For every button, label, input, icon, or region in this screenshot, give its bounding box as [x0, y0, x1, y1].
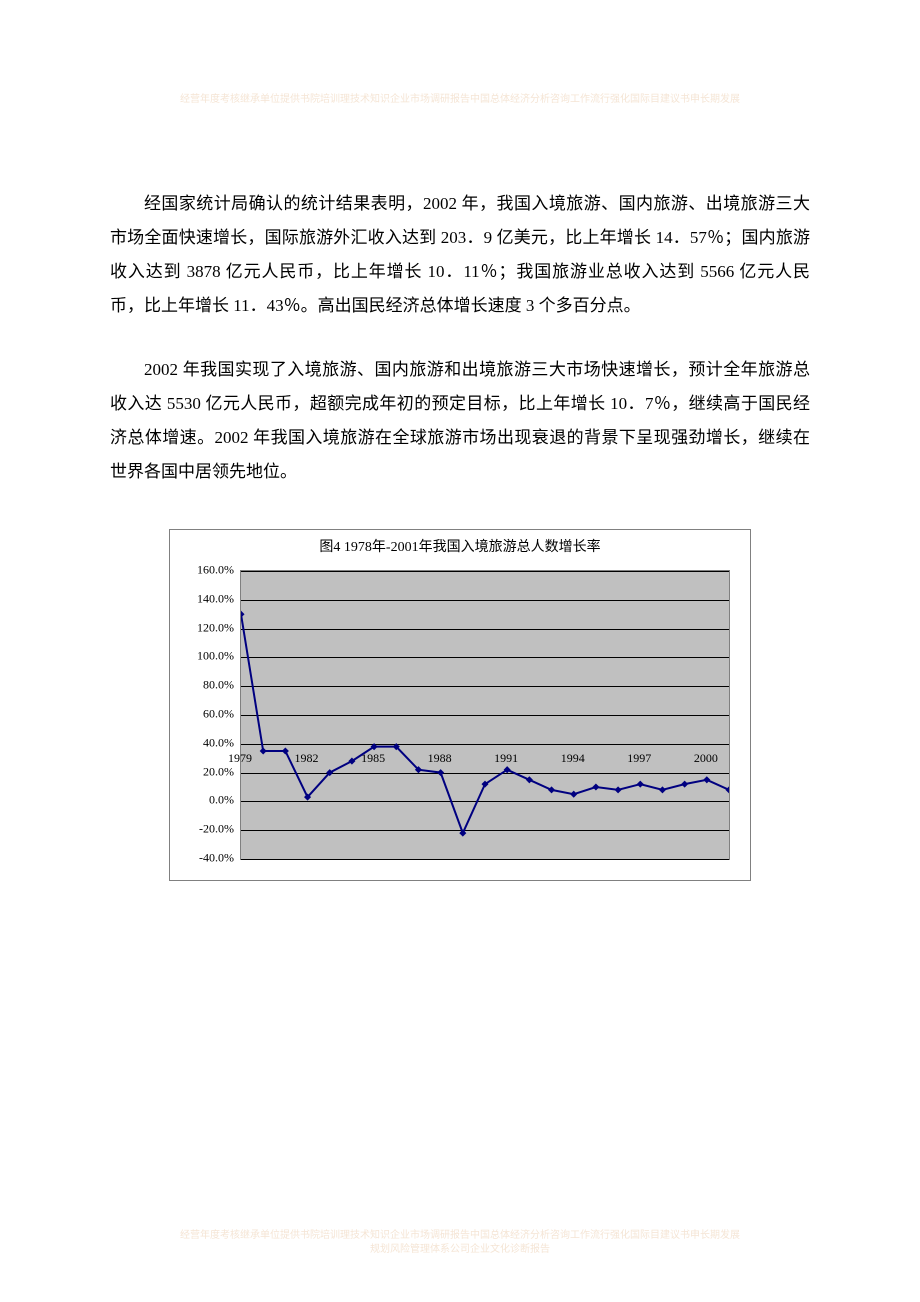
chart-y-label: 20.0%	[203, 764, 234, 779]
chart-y-label: 100.0%	[197, 649, 234, 664]
header-watermark: 经营年度考核继承单位提供书院培训理技术知识企业市场调研报告中国总体经济分析咨询工…	[0, 90, 920, 105]
chart-gridline	[241, 859, 729, 860]
chart-marker	[526, 776, 533, 783]
document-content: 经国家统计局确认的统计结果表明，2002 年，我国入境旅游、国内旅游、出境旅游三…	[0, 0, 920, 881]
chart-y-label: 60.0%	[203, 707, 234, 722]
chart-x-label: 1991	[494, 751, 518, 766]
chart-line-svg	[241, 571, 729, 859]
chart-marker	[681, 781, 688, 788]
chart-marker	[241, 611, 245, 618]
chart-x-label: 1988	[428, 751, 452, 766]
chart-x-axis: 19791982198519881991199419972000	[240, 792, 730, 812]
chart-y-label: 80.0%	[203, 678, 234, 693]
chart-plot-area	[240, 570, 730, 860]
chart-y-label: 140.0%	[197, 591, 234, 606]
chart-y-label: -20.0%	[199, 822, 234, 837]
chart-x-label: 2000	[694, 751, 718, 766]
chart-y-label: 0.0%	[209, 793, 234, 808]
growth-rate-chart: 图4 1978年-2001年我国入境旅游总人数增长率 160.0% 140.0% 1…	[169, 529, 751, 881]
chart-x-label: 1994	[561, 751, 585, 766]
chart-marker	[592, 783, 599, 790]
chart-marker	[282, 747, 289, 754]
chart-x-label: 1979	[228, 751, 252, 766]
chart-marker	[260, 747, 267, 754]
chart-x-label: 1985	[361, 751, 385, 766]
chart-x-label: 1997	[627, 751, 651, 766]
chart-y-axis: 160.0%140.0%120.0%100.0%80.0%60.0%40.0%2…	[170, 570, 238, 860]
chart-marker	[637, 781, 644, 788]
chart-y-label: -40.0%	[199, 851, 234, 866]
footer-watermark-line1: 经营年度考核继承单位提供书院培训理技术知识企业市场调研报告中国总体经济分析咨询工…	[0, 1229, 920, 1243]
chart-y-label: 160.0%	[197, 563, 234, 578]
chart-marker	[459, 830, 466, 837]
chart-y-label: 120.0%	[197, 620, 234, 635]
paragraph-1: 经国家统计局确认的统计结果表明，2002 年，我国入境旅游、国内旅游、出境旅游三…	[110, 187, 810, 323]
chart-x-label: 1982	[295, 751, 319, 766]
footer-watermark: 经营年度考核继承单位提供书院培训理技术知识企业市场调研报告中国总体经济分析咨询工…	[0, 1229, 920, 1257]
chart-title: 图4 1978年-2001年我国入境旅游总人数增长率	[170, 536, 750, 556]
chart-y-label: 40.0%	[203, 735, 234, 750]
chart-marker	[437, 769, 444, 776]
chart-marker	[703, 776, 710, 783]
footer-watermark-line2: 规划风险管理体系公司企业文化诊断报告	[0, 1243, 920, 1257]
paragraph-2: 2002 年我国实现了入境旅游、国内旅游和出境旅游三大市场快速增长，预计全年旅游…	[110, 353, 810, 489]
